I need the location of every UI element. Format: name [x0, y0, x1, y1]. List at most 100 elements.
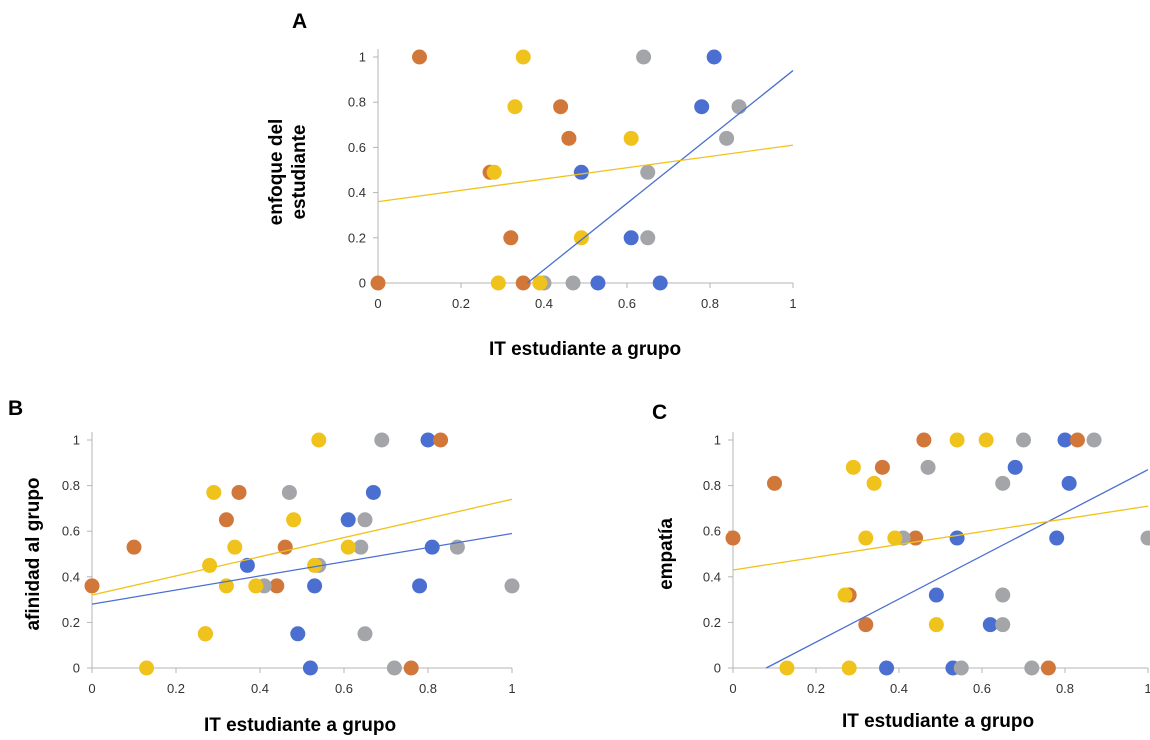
y-tick-label: 1 — [359, 50, 366, 65]
data-point-yellow — [486, 164, 502, 180]
data-point-yellow — [887, 530, 903, 546]
data-point-blue — [1061, 475, 1077, 491]
x-tick-label: 0.6 — [618, 296, 636, 311]
data-point-orange — [1040, 660, 1056, 676]
data-point-blue — [290, 626, 306, 642]
data-point-gray — [640, 230, 656, 246]
y-axis-label: afinidad al grupo — [23, 477, 44, 630]
data-point-gray — [1016, 432, 1031, 448]
y-tick-label: 0 — [359, 276, 366, 291]
y-tick-label: 0.2 — [703, 615, 721, 630]
data-point-blue — [949, 530, 965, 546]
x-tick-label: 0.8 — [1056, 681, 1074, 696]
x-tick-label: 0.4 — [251, 681, 269, 696]
data-point-yellow — [206, 484, 222, 500]
data-point-orange — [858, 617, 874, 633]
data-point-yellow — [340, 539, 356, 555]
data-point-yellow — [978, 432, 994, 448]
x-tick-label: 0.8 — [701, 296, 719, 311]
y-tick-label: 0 — [714, 661, 721, 676]
data-point-gray — [374, 432, 390, 448]
trendline-yellow — [91, 498, 513, 596]
panel-label: A — [292, 10, 307, 33]
x-axis-label: IT estudiante a grupo — [204, 715, 396, 736]
data-point-blue — [652, 275, 668, 291]
data-point-orange — [767, 475, 782, 491]
data-point-orange — [1069, 432, 1085, 448]
data-point-yellow — [573, 230, 589, 246]
data-point-yellow — [202, 557, 218, 573]
x-tick-label: 1 — [508, 681, 515, 696]
data-point-gray — [357, 626, 373, 642]
y-tick-label: 0.4 — [62, 569, 80, 584]
data-point-orange — [561, 130, 577, 146]
data-point-blue — [982, 617, 998, 633]
y-tick-label: 0.4 — [703, 569, 721, 584]
x-tick-label: 1 — [789, 296, 796, 311]
data-point-orange — [412, 49, 427, 65]
x-tick-label: 0.2 — [807, 681, 825, 696]
y-tick-label: 0.8 — [348, 95, 366, 110]
data-point-blue — [307, 578, 323, 594]
y-axis-label-line-2: estudiante — [289, 124, 310, 219]
data-point-orange — [126, 539, 142, 555]
data-point-orange — [874, 459, 890, 475]
y-tick-label: 0.2 — [62, 615, 80, 630]
data-point-blue — [590, 275, 606, 291]
data-point-gray — [719, 130, 735, 146]
y-tick-label: 0.8 — [62, 478, 80, 493]
y-tick-label: 1 — [73, 433, 80, 448]
data-point-yellow — [139, 660, 155, 676]
data-point-yellow — [866, 475, 882, 491]
panel-label: B — [8, 397, 23, 420]
data-point-yellow — [858, 530, 874, 546]
data-point-blue — [365, 484, 381, 500]
data-point-yellow — [248, 578, 264, 594]
x-tick-label: 0.4 — [535, 296, 553, 311]
data-point-gray — [640, 164, 656, 180]
y-tick-label: 0.2 — [348, 230, 366, 245]
trendline-yellow — [377, 144, 794, 203]
data-point-yellow — [507, 99, 523, 115]
data-point-blue — [1007, 459, 1023, 475]
data-point-orange — [916, 432, 932, 448]
data-point-yellow — [532, 275, 548, 291]
data-point-blue — [573, 164, 589, 180]
data-point-gray — [995, 475, 1011, 491]
data-point-orange — [503, 230, 519, 246]
data-point-yellow — [227, 539, 243, 555]
y-axis-label: empatía — [656, 518, 677, 590]
data-point-yellow — [311, 432, 327, 448]
data-point-blue — [239, 557, 255, 573]
data-point-blue — [623, 230, 639, 246]
x-tick-label: 0 — [729, 681, 736, 696]
y-axis-label-line-1: enfoque del — [266, 119, 287, 226]
panel-a: A IT estudiante a grupo enfoque del estu… — [266, 10, 797, 360]
data-point-gray — [1140, 530, 1150, 546]
y-tick-label: 0.6 — [703, 524, 721, 539]
data-point-yellow — [837, 587, 853, 603]
data-point-yellow — [490, 275, 506, 291]
data-point-yellow — [197, 626, 213, 642]
x-tick-label: 0 — [374, 296, 381, 311]
data-point-orange — [403, 660, 419, 676]
data-point-yellow — [949, 432, 965, 448]
data-point-gray — [504, 578, 520, 594]
y-tick-label: 0.6 — [62, 524, 80, 539]
x-tick-label: 0.6 — [335, 681, 353, 696]
data-point-gray — [995, 587, 1011, 603]
data-point-gray — [281, 484, 297, 500]
data-point-orange — [269, 578, 285, 594]
panel-b: B IT estudiante a grupo afinidad al grup… — [8, 397, 520, 736]
panel-c: C IT estudiante a grupo empatía 0 0.2 0.4 0… — [652, 401, 1150, 732]
data-point-yellow — [779, 660, 795, 676]
trendline-blue — [91, 532, 513, 605]
data-point-orange — [725, 530, 741, 546]
data-point-blue — [928, 587, 944, 603]
data-point-orange — [231, 484, 247, 500]
data-point-blue — [412, 578, 428, 594]
data-point-gray — [565, 275, 581, 291]
data-point-gray — [953, 660, 969, 676]
data-point-yellow — [841, 660, 857, 676]
